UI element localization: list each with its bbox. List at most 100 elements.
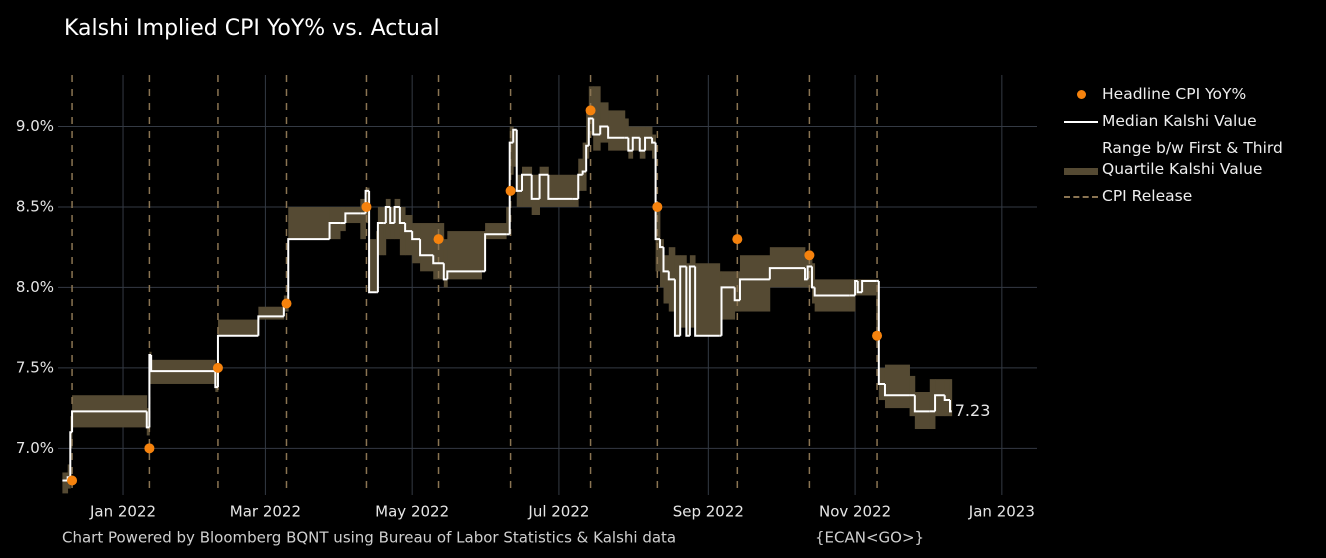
median-line [631, 136, 640, 151]
median-line [856, 280, 863, 294]
median-line [768, 267, 805, 280]
quartile-band [804, 255, 809, 288]
y-tick-label: 7.5% [16, 358, 54, 376]
quartile-band [884, 364, 910, 409]
legend-label: CPI Release [1102, 187, 1193, 205]
median-line [389, 206, 395, 225]
quartile-band [412, 223, 421, 264]
quartile-band [586, 110, 590, 159]
cpi-point [212, 362, 223, 373]
quartile-band [949, 379, 953, 417]
cpi-point [433, 234, 444, 245]
median-line [673, 279, 681, 337]
median-line [508, 141, 514, 235]
median-line [411, 231, 421, 241]
median-line [484, 233, 507, 272]
quartile-band [394, 198, 401, 240]
median-line [738, 278, 770, 301]
y-tick-label: 9.0% [16, 117, 54, 135]
median-line [654, 142, 660, 241]
x-tick-label: Sep 2022 [673, 503, 744, 521]
quartile-band [443, 239, 448, 288]
legend: Headline CPI YoY% Median Kalshi Value Rang… [1062, 84, 1322, 213]
median-line [585, 144, 589, 172]
median-line [547, 174, 573, 200]
quartile-band [288, 206, 330, 240]
quartile-band [593, 86, 601, 151]
quartile-band [944, 379, 951, 417]
legend-swatch [1062, 111, 1102, 132]
quartile-band [377, 206, 384, 256]
legend-swatch [1062, 84, 1102, 105]
median-line [376, 222, 384, 293]
cpi-point [732, 234, 743, 245]
cpi-point [144, 443, 155, 454]
quartile-band [721, 271, 736, 320]
median-line [368, 190, 377, 294]
quartile-band [62, 472, 69, 494]
median-line [344, 212, 361, 224]
quartile-band [739, 255, 771, 312]
median-line [934, 394, 945, 412]
quartile-band [857, 279, 863, 296]
cpi-point [872, 330, 883, 341]
quartile-band [659, 239, 664, 288]
median-line [651, 137, 656, 144]
cpi-point [67, 475, 78, 486]
median-line [638, 137, 646, 152]
median-line [521, 173, 532, 191]
quartile-band [485, 223, 507, 240]
median-line [627, 137, 633, 152]
median-line [913, 395, 930, 413]
median-line [538, 173, 549, 199]
median-line [393, 205, 400, 224]
legend-label: Headline CPI YoY% [1102, 85, 1247, 103]
median-line [257, 315, 284, 336]
median-line [883, 383, 910, 397]
median-line [877, 280, 885, 385]
cpi-point [652, 201, 663, 212]
legend-item: Range b/w First & Third Quartile Kalshi … [1062, 138, 1322, 180]
quartile-band [695, 263, 721, 336]
quartile-band [405, 215, 413, 256]
x-tick-label: May 2022 [375, 503, 449, 521]
quartile-band [624, 118, 629, 151]
median-line [733, 287, 740, 302]
median-line [662, 247, 669, 273]
median-line [404, 223, 413, 233]
x-tick-label: Jan 2023 [968, 503, 1035, 521]
legend-label: Range b/w First & Third Quartile Kalshi … [1102, 139, 1283, 178]
quartile-band [652, 134, 656, 159]
median-line [150, 355, 216, 373]
quartile-band [663, 255, 670, 304]
quartile-band [876, 279, 880, 336]
quartile-band [513, 129, 518, 167]
quartile-band [639, 126, 646, 159]
cpi-point [804, 250, 815, 261]
legend-label: Median Kalshi Value [1102, 112, 1257, 130]
median-line [720, 286, 735, 336]
y-tick-label: 8.5% [16, 197, 54, 215]
median-line [512, 128, 517, 143]
quartile-band [680, 255, 687, 328]
median-line [861, 279, 877, 293]
legend-item: CPI Release [1062, 186, 1322, 207]
median-line [214, 371, 218, 389]
quartile-band [582, 142, 587, 191]
quartile-band [509, 126, 514, 175]
median-line [644, 136, 653, 151]
quartile-band [812, 263, 816, 304]
quartile-band [522, 166, 533, 207]
median-line [581, 170, 587, 175]
median-line [442, 263, 448, 281]
quartile-band [360, 198, 366, 240]
quartile-band [572, 174, 579, 207]
quartile-band [689, 255, 696, 328]
cpi-point [505, 185, 516, 196]
legend-swatch [1062, 186, 1102, 207]
median-line [806, 265, 813, 280]
median-line [943, 395, 950, 402]
quartile-band [433, 223, 445, 280]
median-line [607, 126, 625, 139]
quartile-band [628, 126, 634, 159]
